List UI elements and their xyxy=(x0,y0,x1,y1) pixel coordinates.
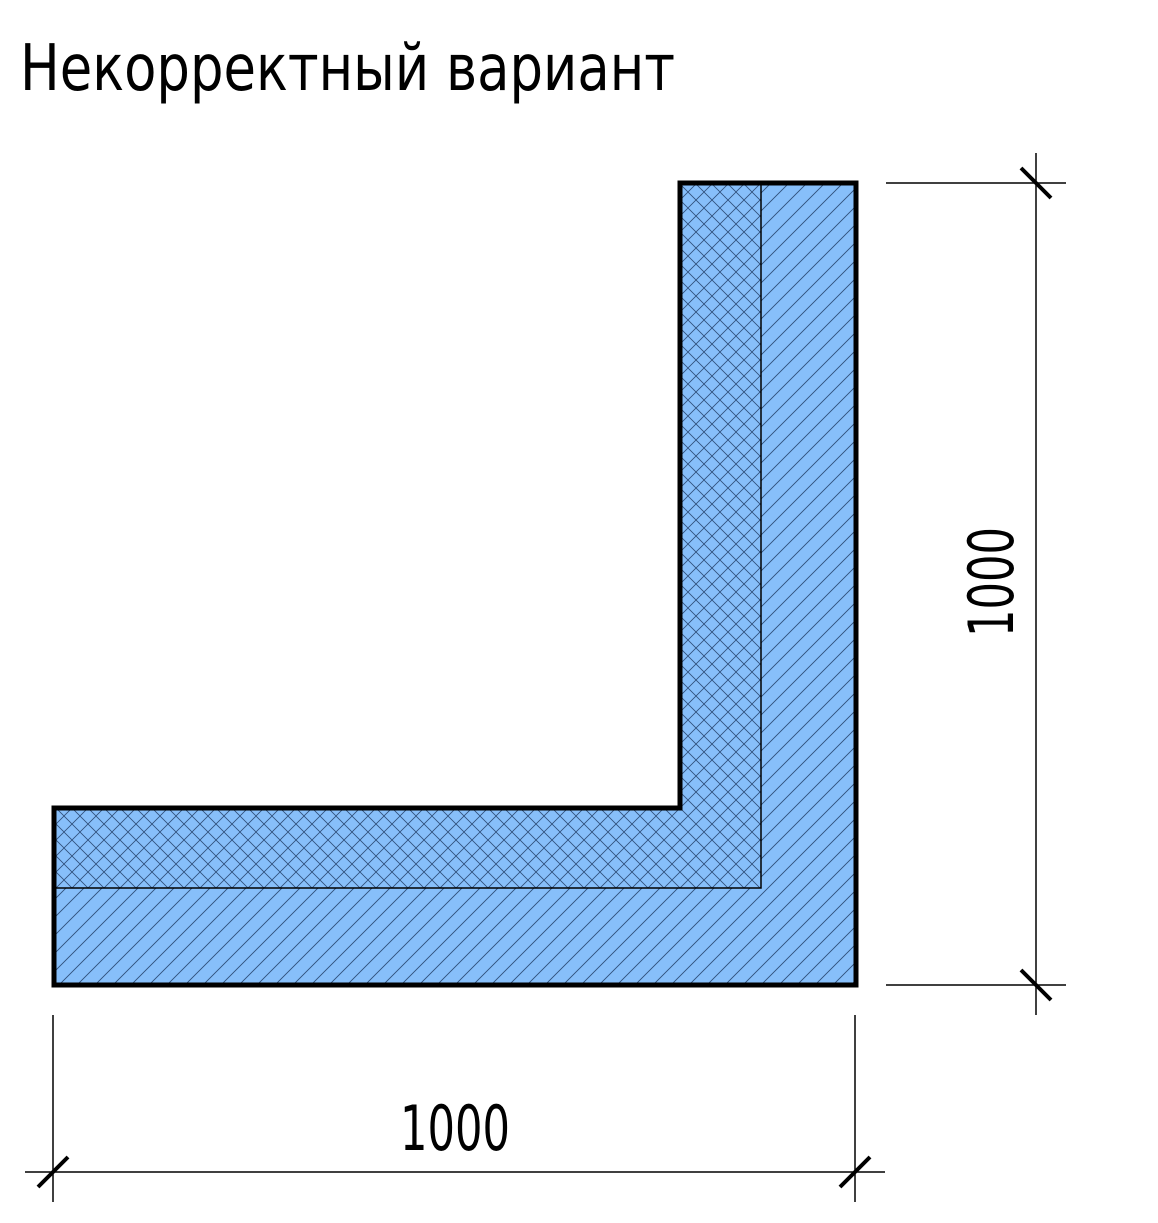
vertical-dimension-label: 1000 xyxy=(955,527,1028,637)
section-outline xyxy=(51,180,859,988)
vertical-dimension: 1000 xyxy=(886,153,1066,1015)
page-title: Некорректный вариант xyxy=(20,32,675,106)
horizontal-dimension-label: 1000 xyxy=(400,1092,510,1165)
layer-boundary xyxy=(54,183,762,889)
inner-layer xyxy=(54,183,761,888)
horizontal-dimension: 1000 xyxy=(25,1015,885,1202)
